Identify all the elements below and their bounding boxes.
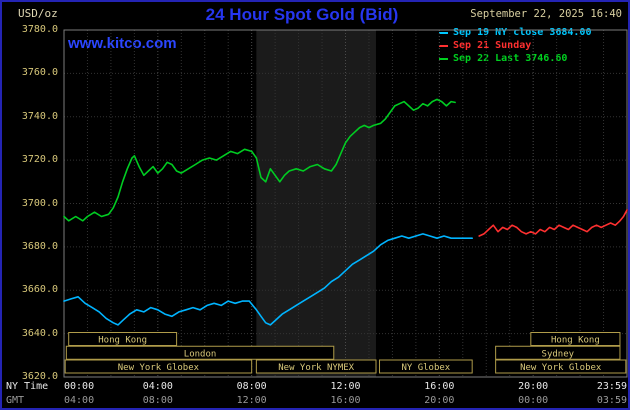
- ny-axis-tick: 08:00: [236, 381, 267, 392]
- session-label: London: [184, 349, 217, 359]
- session-box: [255, 359, 377, 374]
- ny-axis-tick: 04:00: [142, 381, 173, 392]
- gmt-axis-tick: 03:59: [596, 395, 627, 406]
- legend-item: Sep 22 Last 3746.60: [439, 52, 591, 65]
- series-sep-21-sunday: [478, 209, 628, 237]
- session-box: [495, 345, 621, 360]
- session-label: Hong Kong: [551, 336, 600, 346]
- y-axis-tick: 3700.0: [21, 197, 58, 209]
- unit-label: USD/oz: [18, 7, 58, 20]
- y-axis-tick: 3760.0: [21, 67, 58, 79]
- ny-axis-tick: 23:59: [596, 381, 627, 392]
- session-label: New York NYMEX: [278, 363, 354, 373]
- ny-axis-tick: 00:00: [64, 381, 95, 392]
- legend-label: Sep 21 Sunday: [453, 40, 532, 51]
- y-axis-tick: 3780.0: [21, 24, 58, 35]
- legend-dash-icon: [439, 44, 448, 47]
- session-label: Hong Kong: [98, 336, 147, 346]
- legend-item: Sep 19 NY close 3684.00: [439, 26, 591, 39]
- session-label: New York Globex: [118, 363, 200, 373]
- gmt-axis-tick: 08:00: [142, 395, 173, 406]
- session-box: [64, 359, 253, 374]
- gmt-axis-tick: 04:00: [64, 395, 95, 406]
- legend-label: Sep 19 NY close 3684.00: [453, 27, 592, 38]
- session-label: NY Globex: [401, 363, 450, 373]
- y-axis-tick: 3660.0: [21, 284, 58, 296]
- gmt-axis-tick: 12:00: [236, 395, 267, 406]
- gmt-axis-tick: 20:00: [424, 395, 455, 406]
- page-title: 24 Hour Spot Gold (Bid): [205, 5, 399, 24]
- legend-item: Sep 21 Sunday: [439, 39, 591, 52]
- gmt-axis-label: GMT: [6, 395, 25, 406]
- datetime-label: September 22, 2025 16:40: [470, 8, 622, 20]
- session-label: New York Globex: [520, 363, 602, 373]
- ny-time-axis-label: NY Time: [6, 381, 49, 392]
- y-axis-tick: 3740.0: [21, 110, 58, 122]
- y-axis-tick: 3720.0: [21, 154, 58, 166]
- plot-border: [63, 29, 628, 378]
- session-label: Sydney: [542, 349, 575, 359]
- y-axis-tick: 3620.0: [21, 371, 58, 382]
- session-box: [68, 332, 178, 346]
- legend-dash-icon: [439, 31, 448, 34]
- legend: Sep 19 NY close 3684.00 Sep 21 Sunday Sep …: [439, 26, 591, 65]
- series-sep-22-last: [63, 98, 456, 222]
- session-box: [495, 359, 627, 374]
- y-axis-tick: 3680.0: [21, 240, 58, 252]
- legend-dash-icon: [439, 57, 448, 60]
- ny-axis-tick: 20:00: [518, 381, 549, 392]
- ny-axis-tick: 16:00: [424, 381, 455, 392]
- kitco-link[interactable]: www.kitco.com: [68, 35, 177, 52]
- session-box: [530, 332, 621, 346]
- series-sep-19-ny-close: [63, 233, 474, 326]
- gmt-axis-tick: 00:00: [518, 395, 549, 406]
- ny-axis-tick: 12:00: [330, 381, 361, 392]
- gmt-axis-tick: 16:00: [330, 395, 361, 406]
- session-box: [379, 359, 473, 374]
- session-box: [65, 345, 335, 360]
- y-axis-tick: 3640.0: [21, 327, 58, 339]
- legend-label: Sep 22 Last 3746.60: [453, 53, 568, 64]
